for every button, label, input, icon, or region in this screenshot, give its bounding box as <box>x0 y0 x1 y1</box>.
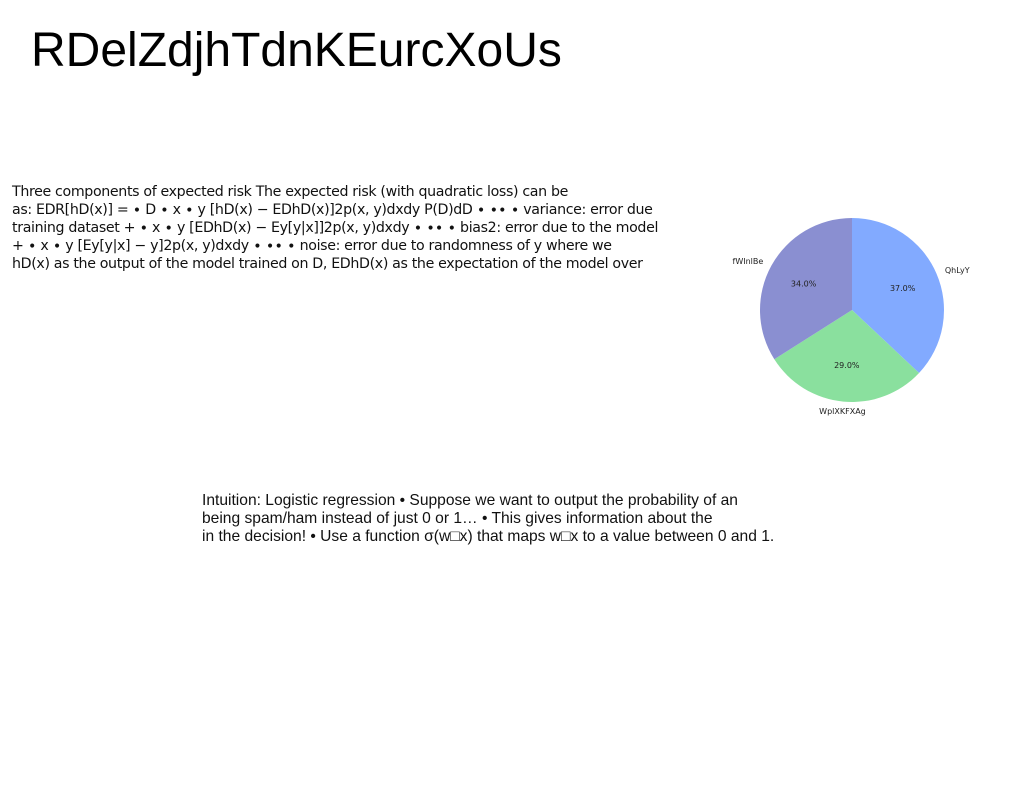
pie-slice-fWInlBe <box>760 218 852 360</box>
text-line: + ∙ x ∙ y [Ey[y|x] − y]2p(x, y)dxdy ∙ ∙∙… <box>12 238 612 254</box>
logistic-regression-text: Intuition: Logistic regression • Suppose… <box>202 492 774 546</box>
text-line: in the decision! • Use a function σ(w□x)… <box>202 528 775 545</box>
pie-category-label: WplXKFXAg <box>819 407 866 416</box>
text-line: Intuition: Logistic regression • Suppose… <box>202 492 738 509</box>
text-line: hD(x) as the output of the model trained… <box>12 256 643 272</box>
text-line: Three components of expected risk The ex… <box>12 184 568 200</box>
text-line: training dataset + ∙ x ∙ y [EDhD(x) − Ey… <box>12 220 659 236</box>
pie-percent-label: 29.0% <box>834 361 860 370</box>
pie-percent-label: 34.0% <box>791 279 817 288</box>
page-title: RDelZdjhTdnKEurcXoUs <box>31 24 562 77</box>
pie-percent-label: 37.0% <box>890 284 916 293</box>
pie-category-label: fWInlBe <box>733 257 764 266</box>
text-line: as: EDR[hD(x)] = ∙ D ∙ x ∙ y [hD(x) − ED… <box>12 202 653 218</box>
pie-slice-QhLyY <box>852 218 944 373</box>
expected-risk-text: Three components of expected risk The ex… <box>12 183 658 273</box>
text-line: being spam/ham instead of just 0 or 1… •… <box>202 510 713 527</box>
pie-category-label: QhLyY <box>945 266 970 275</box>
pie-chart: 37.0% QhLyY 29.0% WplXKFXAg 34.0% fWInlBe <box>733 218 970 416</box>
pie-slice-WplXKFXAg <box>774 310 920 402</box>
